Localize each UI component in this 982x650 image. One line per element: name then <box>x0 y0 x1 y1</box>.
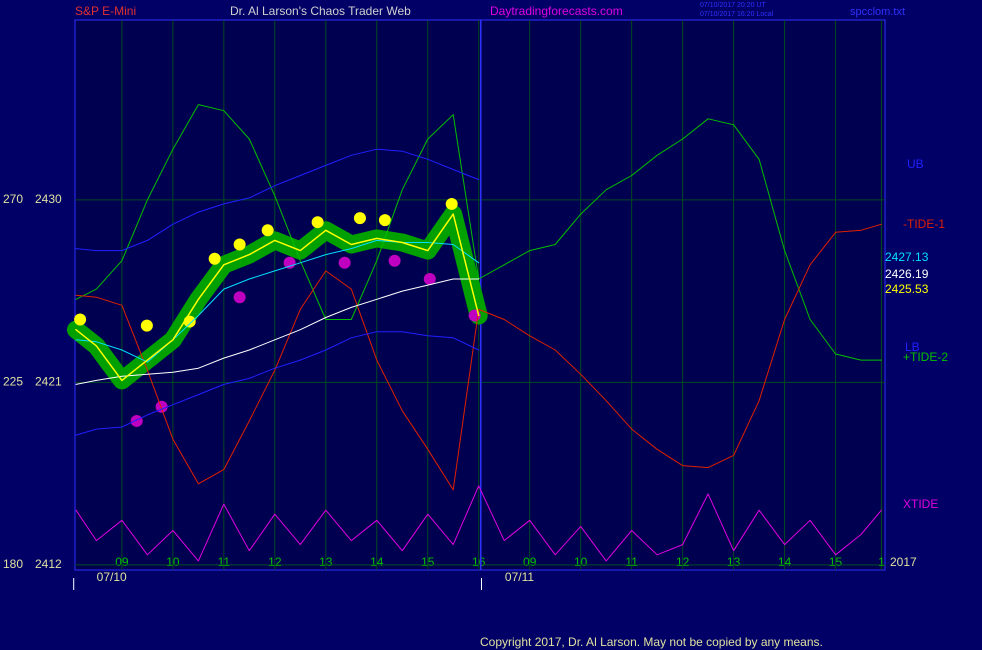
filename: spcclom.txt <box>850 6 905 18</box>
x-tick-label: 11 <box>625 555 638 569</box>
x-tick-label: 1 <box>878 555 885 569</box>
x-tick-label: 11 <box>218 555 231 569</box>
series-line <box>75 239 480 363</box>
series-line <box>75 223 882 491</box>
marker <box>338 256 351 269</box>
marker <box>445 197 458 210</box>
x-tick-label: 12 <box>268 555 282 569</box>
series-label: XTIDE <box>903 497 938 511</box>
x-tick-label: 14 <box>370 555 384 569</box>
marker <box>208 252 221 265</box>
marker <box>423 272 436 285</box>
marker <box>74 313 87 326</box>
x-tick-label: 15 <box>421 555 435 569</box>
series-line <box>75 331 480 436</box>
series-label: +TIDE-2 <box>903 350 948 364</box>
year-label: 2017 <box>890 555 917 569</box>
marker <box>261 224 274 237</box>
y2-tick-label: 180 <box>3 557 23 571</box>
y-tick-label: 2430 <box>35 192 62 206</box>
series-label: LB <box>905 340 920 354</box>
series-label: UB <box>907 157 924 171</box>
marker <box>388 254 401 267</box>
marker <box>378 214 391 227</box>
x-tick-label: 10 <box>166 555 180 569</box>
series-label: -TIDE-1 <box>903 217 945 231</box>
series-line <box>75 213 480 382</box>
x-tick-label: 13 <box>319 555 333 569</box>
timestamp: 07/10/2017 20:20 UT <box>700 2 766 9</box>
y2-tick-label: 225 <box>3 375 23 389</box>
series-line <box>75 148 480 252</box>
marker <box>155 400 168 413</box>
marker <box>130 414 143 427</box>
marker <box>311 216 324 229</box>
x-tick-label: 13 <box>727 555 741 569</box>
marker <box>233 291 246 304</box>
marker <box>353 212 366 225</box>
series-line <box>75 278 480 385</box>
series-line <box>75 485 882 562</box>
date-label: 07/10 <box>97 570 127 584</box>
last-value: 2426.19 <box>885 267 929 281</box>
y2-tick-label: 270 <box>3 192 23 206</box>
chart-title: Dr. Al Larson's Chaos Trader Web <box>230 4 411 18</box>
y-tick-label: 2412 <box>35 557 62 571</box>
x-tick-label: 16 <box>472 555 486 569</box>
marker <box>140 319 153 332</box>
marker <box>283 256 296 269</box>
last-value: 2427.13 <box>885 250 929 264</box>
timestamp: 07/10/2017 16:20 Local <box>700 11 774 18</box>
x-tick-label: 10 <box>574 555 588 569</box>
last-value: 2425.53 <box>885 282 929 296</box>
x-tick-label: 15 <box>829 555 843 569</box>
marker <box>233 238 246 251</box>
website: Daytradingforecasts.com <box>490 4 623 18</box>
x-tick-label: 09 <box>115 555 129 569</box>
x-tick-label: 09 <box>523 555 537 569</box>
marker <box>183 315 196 328</box>
copyright: Copyright 2017, Dr. Al Larson. May not b… <box>480 635 823 649</box>
symbol: S&P E-Mini <box>75 4 136 18</box>
x-tick-label: 12 <box>676 555 690 569</box>
x-tick-label: 14 <box>778 555 792 569</box>
date-label: 07/11 <box>505 570 534 584</box>
y-tick-label: 2421 <box>35 375 62 389</box>
